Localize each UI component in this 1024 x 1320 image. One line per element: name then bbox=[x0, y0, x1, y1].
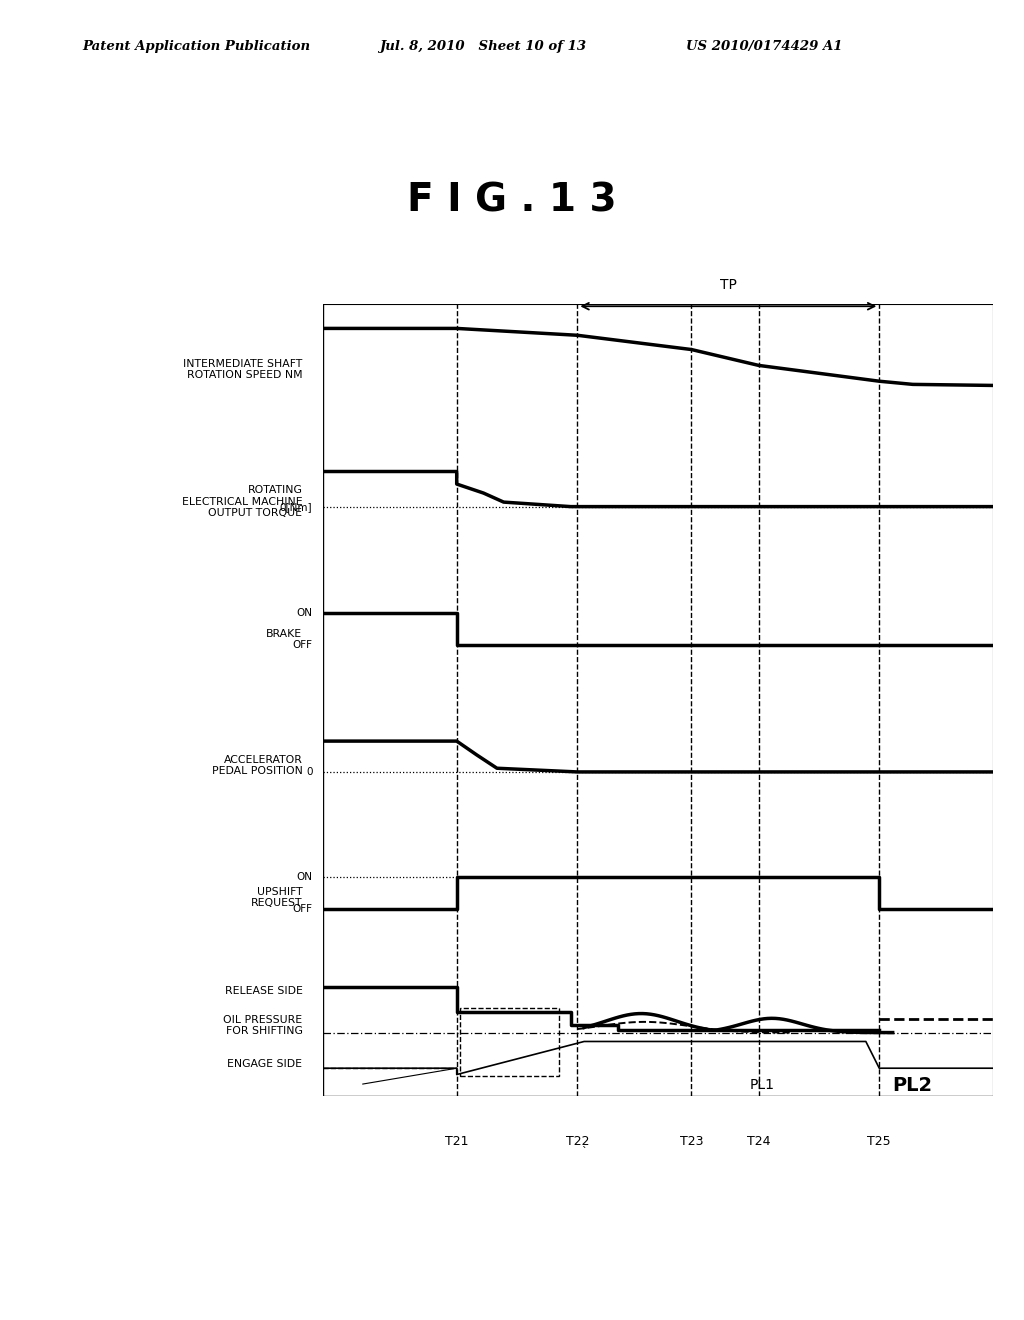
Text: Patent Application Publication: Patent Application Publication bbox=[82, 40, 310, 53]
Text: T24: T24 bbox=[746, 1135, 770, 1148]
Text: BRAKE: BRAKE bbox=[266, 628, 302, 639]
Text: OFF: OFF bbox=[293, 640, 312, 651]
Text: `: ` bbox=[581, 1147, 587, 1158]
Text: INTERMEDIATE SHAFT
ROTATION SPEED NM: INTERMEDIATE SHAFT ROTATION SPEED NM bbox=[183, 359, 302, 380]
Text: F I G . 1 3: F I G . 1 3 bbox=[408, 181, 616, 219]
Text: ON: ON bbox=[297, 609, 312, 618]
Text: ENGAGE SIDE: ENGAGE SIDE bbox=[227, 1059, 302, 1069]
Text: US 2010/0174429 A1: US 2010/0174429 A1 bbox=[686, 40, 843, 53]
Text: 0[Nm]: 0[Nm] bbox=[280, 502, 312, 512]
Text: ON: ON bbox=[297, 873, 312, 882]
Text: T22: T22 bbox=[565, 1135, 589, 1148]
Text: PL1: PL1 bbox=[750, 1078, 774, 1093]
Text: T21: T21 bbox=[445, 1135, 468, 1148]
Text: OFF: OFF bbox=[293, 904, 312, 915]
Text: ACCELERATOR
PEDAL POSITION: ACCELERATOR PEDAL POSITION bbox=[212, 755, 302, 776]
Text: Jul. 8, 2010   Sheet 10 of 13: Jul. 8, 2010 Sheet 10 of 13 bbox=[379, 40, 586, 53]
Text: T23: T23 bbox=[680, 1135, 703, 1148]
Text: OIL PRESSURE
FOR SHIFTING: OIL PRESSURE FOR SHIFTING bbox=[223, 1015, 302, 1036]
Text: T25: T25 bbox=[867, 1135, 891, 1148]
Text: RELEASE SIDE: RELEASE SIDE bbox=[224, 986, 302, 997]
Text: ROTATING
ELECTRICAL MACHINE
OUTPUT TORQUE: ROTATING ELECTRICAL MACHINE OUTPUT TORQU… bbox=[182, 484, 302, 519]
Text: TP: TP bbox=[720, 279, 737, 292]
Text: 0: 0 bbox=[306, 767, 312, 777]
Text: UPSHIFT
REQUEST: UPSHIFT REQUEST bbox=[251, 887, 302, 908]
Bar bbox=[460, 1008, 559, 1076]
Text: PL2: PL2 bbox=[893, 1076, 933, 1094]
